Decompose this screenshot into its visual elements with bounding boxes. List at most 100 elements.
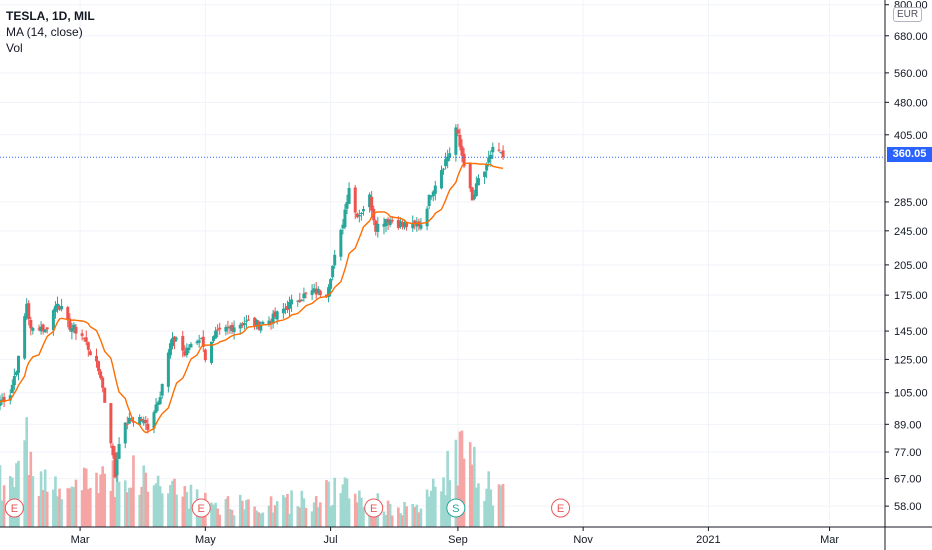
candle <box>255 318 259 330</box>
candle-body <box>310 290 314 295</box>
volume-bar <box>56 496 59 527</box>
candle <box>398 217 402 229</box>
candle <box>382 217 386 235</box>
candle <box>283 303 287 315</box>
volume-bar <box>25 417 28 527</box>
candle-body <box>333 254 337 266</box>
candle-body <box>58 306 62 310</box>
earnings-event-marker[interactable]: E <box>364 498 384 518</box>
candle-body <box>290 299 294 305</box>
candle-body <box>166 352 170 387</box>
legend-ma[interactable]: MA (14, close) <box>6 25 83 39</box>
volume-bar <box>103 473 107 527</box>
volume-bar <box>253 506 256 527</box>
candle <box>501 145 505 160</box>
volume-bar <box>362 507 365 527</box>
volume-bar <box>31 476 35 527</box>
candle <box>113 446 117 479</box>
candle <box>448 147 452 161</box>
volume-bar <box>477 483 480 527</box>
volume-bar <box>175 494 178 527</box>
volume-bar <box>173 478 176 527</box>
candle-body <box>499 151 503 153</box>
volume-bar <box>140 486 143 527</box>
legend-volume[interactable]: Vol <box>6 41 23 55</box>
volume-bar <box>212 504 215 527</box>
candle-body <box>123 422 127 444</box>
candle <box>232 320 236 340</box>
candle <box>37 324 41 332</box>
price-tick-label: 145.00 <box>894 326 928 338</box>
candle <box>370 190 374 218</box>
candle <box>123 422 127 449</box>
candle-body <box>398 221 402 227</box>
volume-bar <box>462 458 466 527</box>
split-event-marker[interactable]: S <box>446 498 466 518</box>
candle-body <box>497 149 501 151</box>
volume-bar <box>167 493 170 527</box>
candle-body <box>14 371 18 375</box>
currency-badge[interactable]: EUR <box>893 7 923 22</box>
volume-bar <box>128 487 131 527</box>
candle-body <box>442 168 446 170</box>
volume-bar <box>386 500 390 527</box>
volume-bar <box>360 497 363 527</box>
candle-body <box>152 412 156 429</box>
volume-bar <box>353 493 357 527</box>
candle <box>45 327 49 334</box>
volume-bar <box>156 475 160 527</box>
candle-body <box>74 326 78 334</box>
volume-bar <box>333 477 336 527</box>
candle-body <box>483 171 487 177</box>
earnings-event-marker[interactable]: E <box>4 498 24 518</box>
candle-body <box>444 159 448 167</box>
volume-bar <box>440 491 443 527</box>
candle <box>131 417 135 427</box>
candle <box>470 186 474 201</box>
volume-bar <box>210 502 213 527</box>
candle-body <box>146 423 150 430</box>
candle-series <box>0 123 505 482</box>
candle-body <box>403 222 407 228</box>
candle-body <box>175 338 179 340</box>
candle-body <box>111 445 115 456</box>
price-tick-label: 125.00 <box>894 354 928 366</box>
volume-bar <box>415 504 419 527</box>
candle <box>442 167 446 175</box>
candle <box>288 296 292 317</box>
volume-bar <box>82 467 86 527</box>
candle-body <box>66 307 70 321</box>
volume-bar <box>261 512 265 527</box>
candle-body <box>60 306 64 310</box>
candle-body <box>370 196 374 211</box>
volume-bar <box>384 515 388 527</box>
volume-bar <box>238 494 242 527</box>
candle <box>111 443 115 459</box>
candle <box>74 323 78 340</box>
volume-bar <box>60 499 63 527</box>
candle <box>281 303 285 319</box>
candle-body <box>271 313 275 324</box>
candle <box>462 148 466 169</box>
candle <box>314 282 318 299</box>
volume-bar <box>501 483 505 527</box>
candle-body <box>125 423 129 425</box>
candle-body <box>316 288 320 293</box>
earnings-event-marker[interactable]: E <box>191 498 211 518</box>
volume-bar <box>101 466 104 527</box>
volume-bar <box>355 502 359 527</box>
candle <box>246 315 250 321</box>
earnings-event-marker[interactable]: E <box>551 498 571 518</box>
legend-symbol[interactable]: TESLA, 1D, MIL <box>6 9 95 23</box>
candle-body <box>396 219 400 228</box>
candle <box>497 142 501 153</box>
candle-body <box>195 341 199 344</box>
candle <box>140 416 144 422</box>
candle <box>339 228 343 261</box>
volume-bar <box>216 508 219 527</box>
candle <box>183 345 187 357</box>
volume-bar <box>397 507 400 527</box>
candle <box>361 205 365 216</box>
